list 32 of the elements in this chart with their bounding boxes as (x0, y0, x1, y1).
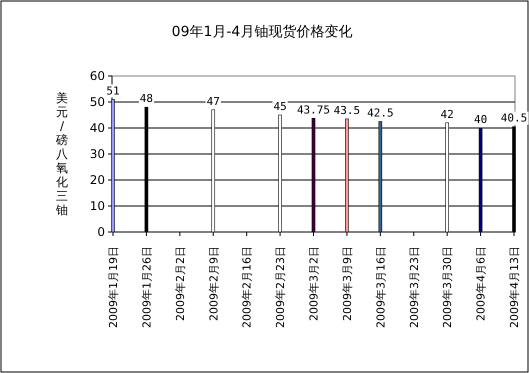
x-tick-label: 2009年2月16日 (240, 246, 254, 328)
data-label: 40 (474, 113, 488, 126)
y-tick-label: 10 (90, 199, 105, 213)
y-tick-label: 60 (90, 69, 105, 83)
chart-title: 09年1月-4月铀现货价格变化 (172, 24, 352, 40)
data-label: 45 (273, 100, 287, 113)
text: 美元/磅八氧化三铀 (56, 91, 68, 217)
y-tick-label: 50 (90, 95, 105, 109)
y-tick-label: 30 (90, 147, 105, 161)
data-label: 47 (206, 94, 220, 108)
data-label: 42 (440, 108, 454, 121)
data-label: 48 (140, 92, 154, 106)
data-label: 43.5 (334, 104, 360, 117)
x-tick-label: 2009年4月13日 (508, 246, 521, 328)
x-tick-label: 2009年1月26日 (140, 246, 154, 328)
x-tick-label: 2009年3月9日 (340, 246, 354, 321)
x-tick-label: 2009年3月23日 (408, 246, 421, 328)
x-tick-label: 2009年3月16日 (374, 246, 388, 328)
x-tick-label: 2009年2月23日 (274, 246, 288, 328)
y-tick-label: 40 (90, 121, 105, 135)
x-tick-label: 2009年2月2日 (174, 246, 187, 321)
x-tick-label: 2009年3月30日 (441, 246, 454, 328)
x-tick-label: 2009年3月2日 (308, 246, 320, 321)
data-label: 42.5 (367, 106, 394, 120)
y-tick-label: 20 (90, 173, 105, 187)
data-label: 40.5 (500, 112, 528, 125)
y-tick-label: 0 (97, 225, 105, 239)
x-tick-label: 2009年4月6日 (474, 246, 488, 321)
data-label: 51 (106, 84, 120, 98)
x-tick-label: 2009年2月9日 (207, 246, 220, 321)
data-label: 43.75 (296, 103, 330, 116)
x-tick-label: 2009年1月19日 (107, 246, 120, 328)
